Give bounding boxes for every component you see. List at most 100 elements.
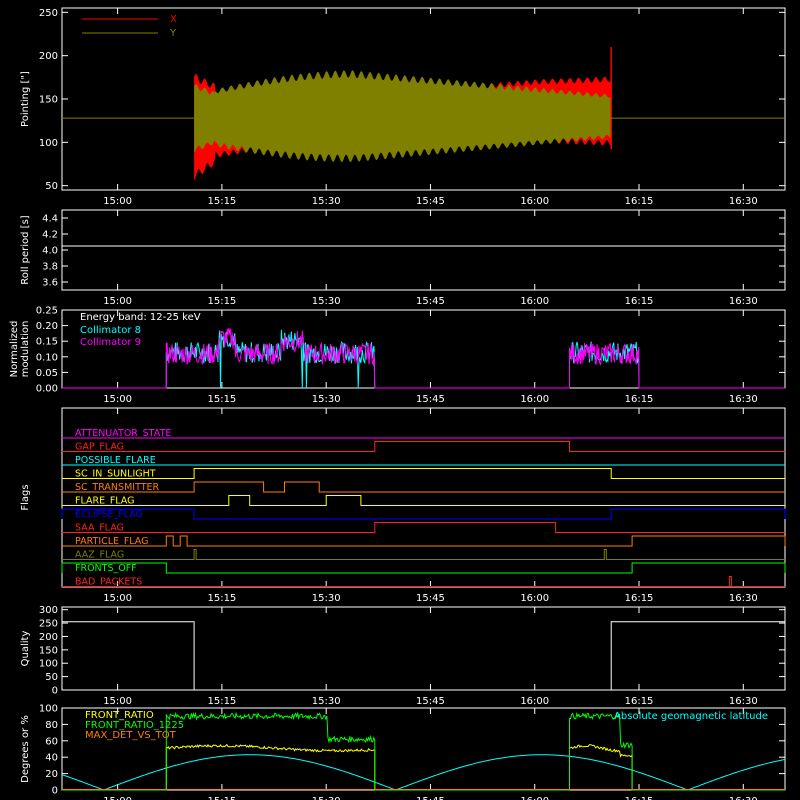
x-tick-label: 15:15 [207,296,236,307]
x-tick-label: 15:30 [312,296,341,307]
y-tick-label: 60 [45,736,58,747]
y-axis-label: Flags [20,484,31,510]
y-tick-label: 100 [39,704,58,715]
flag-label: GAP_FLAG [75,442,124,453]
x-tick-label: 15:00 [103,394,132,405]
y-tick-label: 150 [39,645,58,656]
x-tick-label: 15:45 [416,196,445,207]
panel-roll_period: 15:00 15:15 15:30 15:45 16:00 16:15 16:30 3.6 3.… [20,209,786,307]
flag-label: ECLIPSE_FLAG [75,509,143,520]
flag-label: SC_TRANSMITTER [75,482,160,493]
x-tick-label: 15:45 [416,696,445,707]
series-y-pointing [194,70,612,162]
front-ratio-series-1 [62,711,785,791]
flag-line-eclipse-flag [61,508,786,520]
y-tick-label: 100 [39,659,58,670]
flag-label: SAA_FLAG [75,523,124,534]
flag-line-flare-flag [62,495,785,506]
x-tick-label: 15:15 [207,196,236,207]
flag-line-sc-transmitter [62,481,785,493]
geomagnetic-latitude-line [61,754,786,791]
x-tick-label: 16:15 [625,593,654,604]
flag-line-aaz-flag [62,549,785,560]
flag-line-saa-flag [62,522,785,533]
x-tick-label: 16:00 [520,796,549,800]
x-tick-label: 15:30 [312,796,341,800]
x-tick-label: 16:15 [625,394,654,405]
y-tick-label: 80 [45,720,58,731]
x-tick-label: 15:45 [416,296,445,307]
y-tick-label: 0 [52,786,58,797]
x-tick-label: 16:30 [729,593,758,604]
y-axis-label: modulation [20,321,31,378]
flag-line-gap-flag [62,441,785,452]
x-tick-label: 16:00 [520,196,549,207]
axes-frame [61,209,786,291]
y-axis-label: Normalized [9,321,20,378]
x-tick-label: 15:45 [416,796,445,800]
x-tick-label: 15:15 [207,593,236,604]
y-tick-label: 0.20 [36,321,58,332]
x-tick-label: 15:15 [207,796,236,800]
y-tick-label: 20 [45,769,58,780]
y-tick-label: 4.4 [42,214,58,225]
y-tick-label: 0.05 [36,368,58,379]
x-tick-label: 15:30 [312,394,341,405]
x-tick-label: 16:30 [729,196,758,207]
panel-front_ratio: 15:00 15:15 15:30 15:45 16:00 16:15 16:30 0 20 40… [20,704,786,800]
panel-flags: 15:00 15:15 15:30 15:45 16:00 16:15 16:30 Flags… [20,407,786,604]
y-axis-label: Degrees or % [20,715,31,783]
x-tick-label: 15:00 [103,296,132,307]
flag-line-bad-packets [62,576,785,587]
flag-line-particle-flag [62,535,786,547]
y-axis-label: Roll period [s] [20,215,31,284]
y-tick-label: 0.10 [36,352,58,363]
flag-label: FLARE_FLAG [75,496,135,507]
x-tick-label: 15:45 [416,394,445,405]
y-tick-label: 150 [39,95,58,106]
flag-label: ATTENUATOR_STATE [75,428,171,439]
legend-label-collimator: Collimator 9 [80,337,141,348]
y-tick-label: 250 [39,619,58,630]
x-tick-label: 15:00 [103,796,132,800]
y-tick-label: 4.2 [42,230,58,241]
flag-line-fronts-off [61,562,786,574]
y-tick-label: 50 [45,181,58,192]
panel-pointing: 15:00 15:15 15:30 15:45 16:00 16:15 16:30 50 100… [20,7,786,207]
legend-label-y: Y [169,28,177,39]
x-tick-label: 15:00 [103,196,132,207]
y-tick-label: 40 [45,753,58,764]
x-tick-label: 16:00 [520,394,549,405]
x-tick-label: 15:45 [416,593,445,604]
legend-label-x: X [170,14,177,25]
panel-modulation: 15:00 15:15 15:30 15:45 16:00 16:15 16:30 0.00 0… [9,306,786,405]
y-tick-label: 0.25 [36,306,58,317]
x-tick-label: 16:30 [729,696,758,707]
x-tick-label: 15:30 [312,696,341,707]
quality-line [62,621,785,691]
modulation-series-0 [62,329,785,389]
energy-band-annotation: Energy band: 12-25 keV [80,312,201,323]
legend-label-front: FRONT_RATIO_1225 [85,720,184,731]
front-ratio-series-0 [62,743,785,791]
flag-label: POSSIBLE_FLARE [75,455,156,466]
modulation-series-1 [62,327,785,389]
x-tick-label: 15:15 [207,394,236,405]
y-tick-label: 300 [39,605,58,616]
x-tick-label: 16:00 [520,593,549,604]
flag-label: PARTICLE_FLAG [75,536,148,547]
y-tick-label: 250 [39,8,58,19]
y-axis-label: Pointing ["] [20,71,31,127]
x-tick-label: 15:30 [312,593,341,604]
y-axis-label: Quality [20,631,31,667]
flag-label: SC_IN_SUNLIGHT [75,469,156,480]
legend-label-latitude: Absolute geomagnetic latitude [614,711,768,722]
x-tick-label: 15:30 [312,196,341,207]
y-tick-label: 3.6 [42,278,58,289]
y-tick-label: 0.00 [36,384,58,395]
y-tick-label: 0.15 [36,337,58,348]
y-tick-label: 0 [52,686,58,697]
axes-frame [61,606,786,691]
x-tick-label: 16:15 [625,196,654,207]
